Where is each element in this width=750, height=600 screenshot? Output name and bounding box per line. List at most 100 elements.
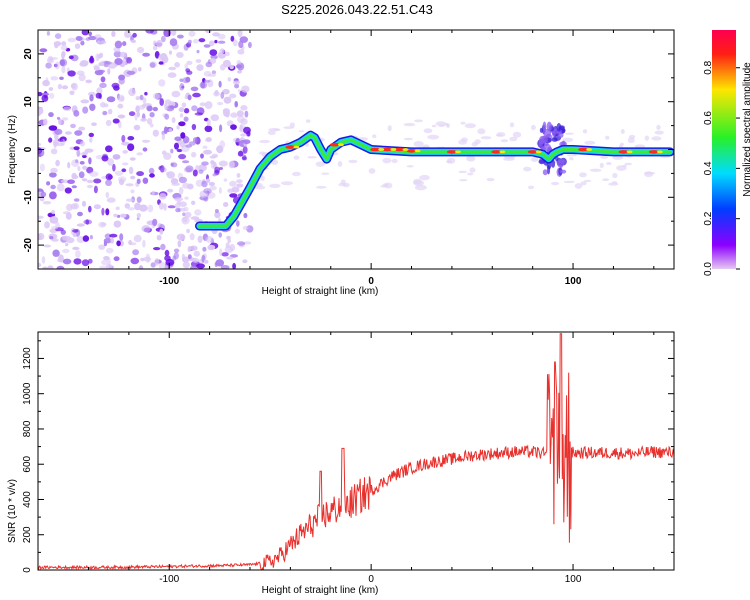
noise-blob [523,166,532,172]
noise-blob [48,137,53,143]
noise-blob [125,198,134,202]
noise-blob [98,62,105,67]
noise-blob [168,66,177,71]
noise-blob [114,58,123,65]
noise-blob [59,58,68,67]
noise-blob [221,252,229,257]
noise-blob [236,241,246,246]
noise-blob [461,137,468,142]
x-axis-label: Height of straight line (km) [262,585,379,596]
noise-blob [289,122,295,128]
noise-blob [40,191,47,198]
noise-blob [59,76,64,81]
noise-blob [53,141,57,149]
noise-blob [211,70,217,75]
noise-blob [170,148,174,154]
noise-blob [99,82,107,89]
noise-blob [121,134,126,143]
noise-blob [212,173,217,177]
noise-blob [163,126,168,134]
noise-blob [74,43,81,49]
noise-blob [61,85,69,90]
noise-blob [62,235,71,241]
noise-blob [190,86,199,92]
noise-blob [130,189,135,194]
noise-blob [167,72,177,78]
noise-blob [49,191,57,200]
noise-blob [565,132,574,135]
ridge-peak [329,142,340,147]
noise-blob [584,140,596,145]
noise-blob [616,165,627,171]
noise-blob [240,118,248,125]
noise-blob [182,182,191,189]
noise-blob [101,207,105,216]
noise-blob [188,30,196,37]
noise-blob [46,57,54,64]
noise-blob [187,254,192,260]
noise-blob [75,159,79,164]
noise-blob [97,53,103,59]
noise-blob [174,142,179,150]
noise-blob [118,74,126,81]
noise-blob [85,79,92,84]
noise-blob [55,61,60,70]
noise-blob [512,131,522,138]
noise-blob [191,105,198,112]
noise-blob [176,148,183,153]
noise-blob [138,204,148,212]
y-axis-label: Frequency (Hz) [7,115,18,184]
noise-blob [222,59,231,68]
noise-blob [281,181,293,186]
noise-blob [48,112,54,118]
noise-blob [192,169,198,177]
noise-blob [124,30,131,38]
noise-blob [96,87,103,95]
noise-blob [81,200,87,207]
noise-blob [467,172,474,176]
noise-blob [70,83,76,89]
noise-blob [198,38,206,43]
noise-blob [199,81,208,89]
noise-blob [136,217,140,221]
noise-blob [105,145,113,153]
noise-blob [226,256,234,260]
noise-blob [459,179,468,182]
noise-blob [122,150,128,154]
noise-blob [117,94,125,103]
noise-blob [562,137,574,143]
colorbar-tick-label: 0.0 [703,262,714,276]
noise-blob [88,258,93,264]
noise-blob [165,258,175,266]
noise-blob [97,40,101,45]
x-tick-label: -100 [159,276,179,287]
noise-blob [167,205,176,209]
noise-blob [305,119,311,123]
noise-blob [271,159,279,165]
noise-blob [88,35,97,41]
noise-blob [234,228,240,234]
noise-blob [178,176,187,184]
noise-blob [602,178,610,182]
noise-blob [138,265,144,269]
noise-blob [113,220,122,228]
noise-blob [176,200,181,205]
noise-blob [205,30,212,34]
noise-blob [219,248,223,257]
noise-blob [215,259,225,267]
noise-blob [89,137,93,143]
ridge-peak-yellow [390,148,397,151]
noise-blob [178,153,187,160]
noise-blob [168,128,173,132]
x-tick-label: 100 [565,574,582,585]
noise-blob [132,249,140,256]
noise-blob [186,228,190,234]
noise-blob [142,239,146,248]
noise-blob [195,59,202,63]
noise-blob [47,265,54,269]
noise-blob [134,112,138,121]
noise-blob [51,209,56,215]
noise-blob [67,162,71,169]
noise-blob [38,262,42,268]
noise-blob [142,177,149,184]
